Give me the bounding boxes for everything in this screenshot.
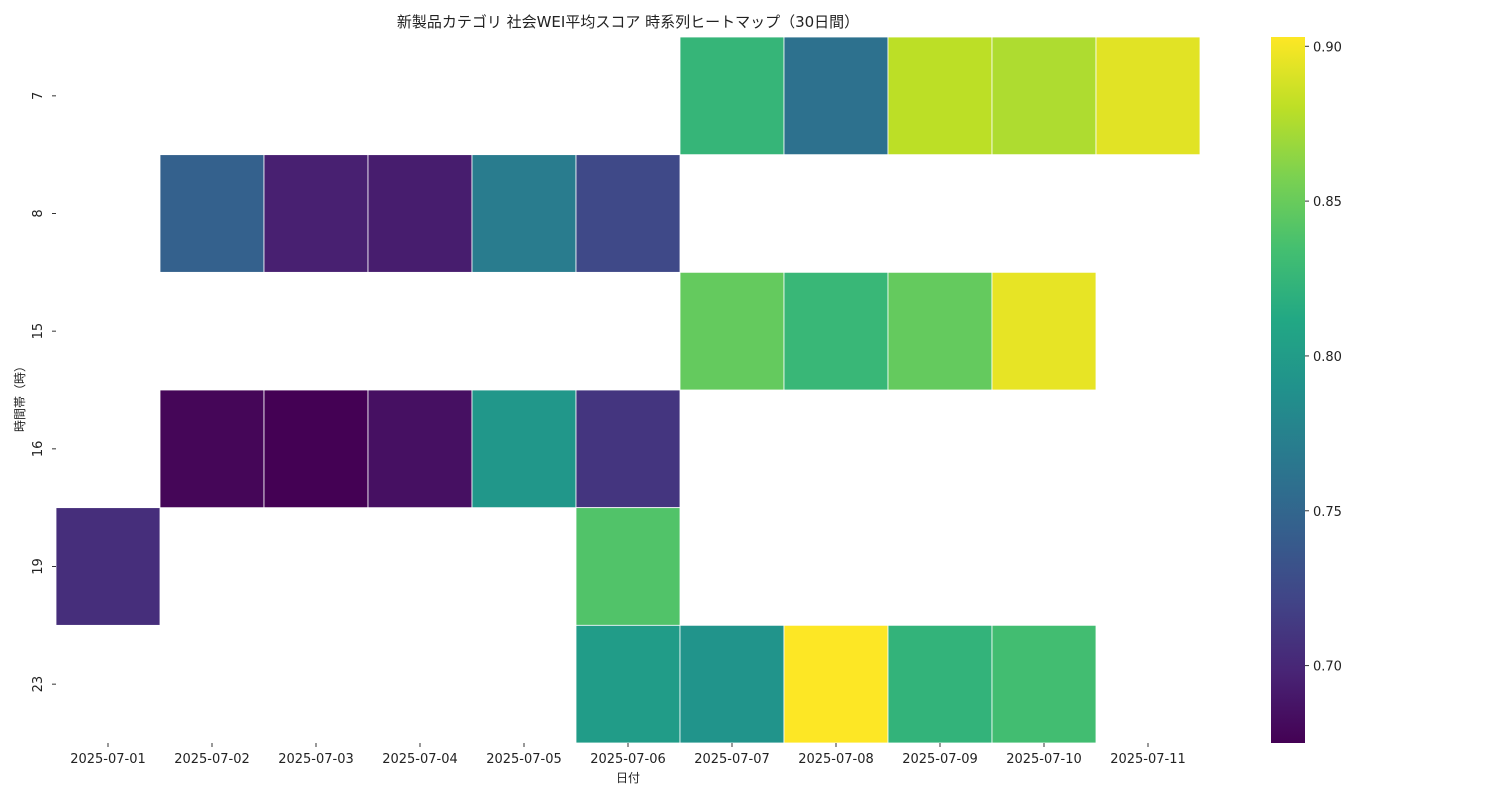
colorbar-tick-label: 0.85 (1313, 195, 1342, 210)
heatmap-cell-23-2025-07-07 (679, 624, 785, 744)
heatmap-cell-23-2025-07-10 (991, 624, 1097, 744)
heatmap-cell-7-2025-07-07 (679, 36, 785, 156)
heatmap-cell-15-2025-07-07 (679, 271, 785, 391)
heatmap-cell-23-2025-07-06 (575, 624, 681, 744)
chart-title: 新製品カテゴリ 社会WEI平均スコア 時系列ヒートマップ（30日間） (397, 13, 859, 31)
heatmap-cell-16-2025-07-04 (367, 389, 473, 509)
heatmap-cell-8-2025-07-02 (159, 154, 265, 273)
x-tick-label: 2025-07-07 (694, 752, 770, 767)
heatmap-cell-15-2025-07-08 (783, 271, 889, 391)
y-tick-label: 7 (31, 92, 46, 100)
x-tick-label: 2025-07-09 (902, 752, 978, 767)
x-axis-label: 日付 (616, 771, 640, 785)
x-tick-label: 2025-07-04 (382, 752, 458, 767)
y-tick-label: 15 (31, 323, 46, 340)
colorbar-tick-label: 0.70 (1313, 660, 1342, 675)
y-tick-label: 8 (31, 209, 46, 217)
heatmap-cell-16-2025-07-03 (263, 389, 369, 509)
heatmap-cell-8-2025-07-05 (471, 154, 577, 273)
heatmap-cell-23-2025-07-08 (783, 624, 889, 744)
heatmap-cell-23-2025-07-09 (887, 624, 993, 744)
y-tick-label: 23 (31, 676, 46, 693)
heatmap-cell-8-2025-07-03 (263, 154, 369, 273)
x-axis-ticks: 2025-07-01 2025-07-02 2025-07-03 2025-07-04… (70, 743, 1186, 767)
heatmap-cell-16-2025-07-06 (575, 389, 681, 509)
colorbar-tick-label: 0.80 (1313, 350, 1342, 365)
heatmap-cell-8-2025-07-04 (367, 154, 473, 273)
x-tick-label: 2025-07-06 (590, 752, 666, 767)
y-axis-label: 時間帯（時） (13, 360, 27, 432)
heatmap-cell-19-2025-07-06 (575, 507, 681, 626)
colorbar-tick-label: 0.90 (1313, 40, 1342, 55)
heatmap-cell-7-2025-07-11 (1095, 36, 1201, 156)
heatmap-cell-15-2025-07-09 (887, 271, 993, 391)
heatmap-cell-16-2025-07-05 (471, 389, 577, 509)
x-tick-label: 2025-07-05 (486, 752, 562, 767)
heatmap-cells (55, 36, 1201, 744)
colorbar (1271, 37, 1305, 743)
x-tick-label: 2025-07-02 (174, 752, 250, 767)
y-axis-ticks: 7 8 15 16 19 23 (31, 92, 56, 693)
colorbar-tick-label: 0.75 (1313, 505, 1342, 520)
x-tick-label: 2025-07-08 (798, 752, 874, 767)
heatmap-cell-7-2025-07-10 (991, 36, 1097, 156)
y-tick-label: 19 (31, 558, 46, 575)
heatmap-cell-19-2025-07-01 (55, 507, 161, 626)
colorbar-ticks: 0.70 0.75 0.80 0.85 0.90 (1305, 40, 1342, 675)
heatmap-cell-7-2025-07-08 (783, 36, 889, 156)
y-tick-label: 16 (31, 441, 46, 458)
x-tick-label: 2025-07-10 (1006, 752, 1082, 767)
heatmap-cell-16-2025-07-02 (159, 389, 265, 509)
heatmap-cell-7-2025-07-09 (887, 36, 993, 156)
heatmap-cell-15-2025-07-10 (991, 271, 1097, 391)
x-tick-label: 2025-07-11 (1110, 752, 1186, 767)
heatmap-cell-8-2025-07-06 (575, 154, 681, 273)
x-tick-label: 2025-07-03 (278, 752, 354, 767)
x-tick-label: 2025-07-01 (70, 752, 146, 767)
